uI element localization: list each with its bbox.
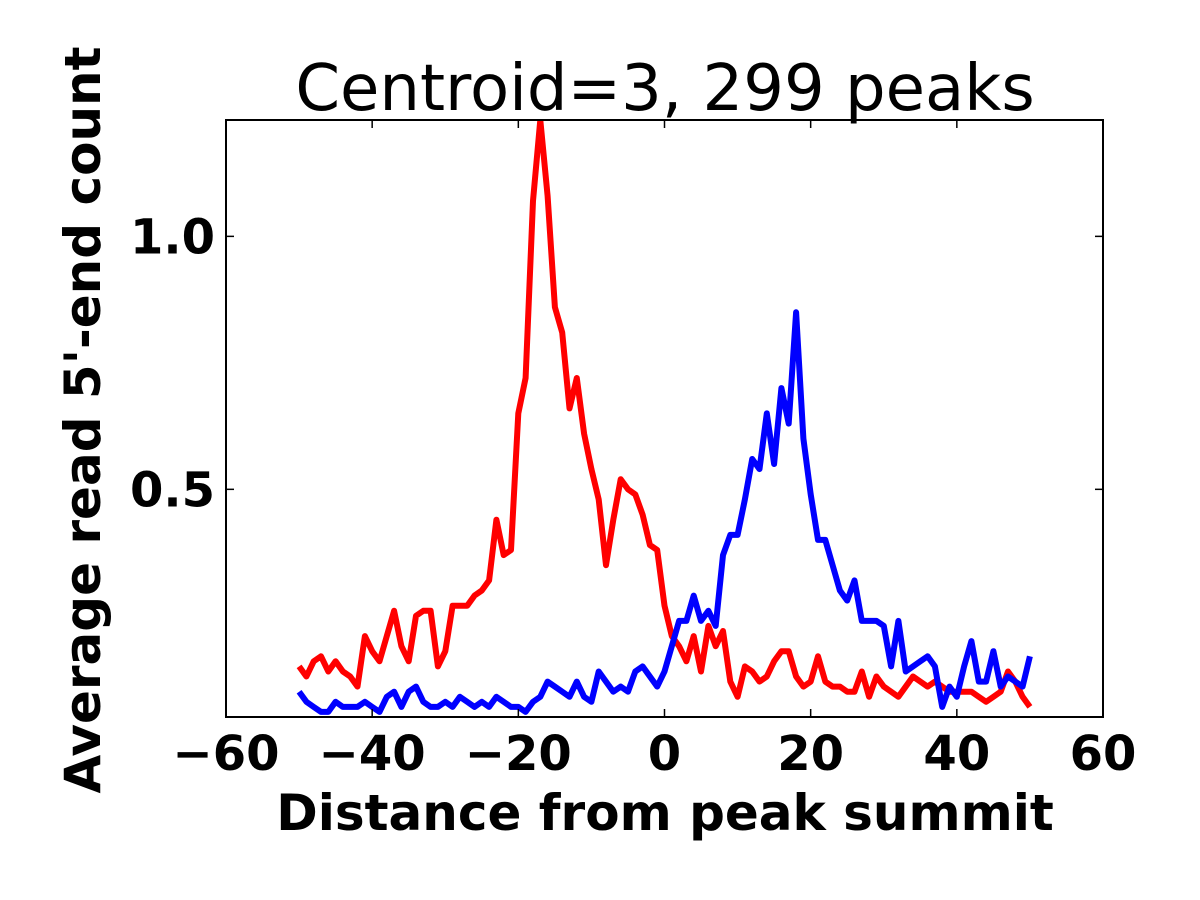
axis-ticks: −60 −40 −20 0 20 40 60 0.5 1.0 (130, 120, 1136, 782)
x-tick-label: −20 (465, 726, 572, 782)
y-tick-label: 1.0 (130, 209, 215, 265)
series-line-1 (296, 120, 1033, 709)
y-tick-label: 0.5 (130, 462, 215, 518)
x-tick-label: 20 (777, 726, 844, 782)
x-tick-label: 40 (923, 726, 990, 782)
x-axis-label: Distance from peak summit (276, 784, 1054, 842)
axes-frame (225, 119, 1104, 718)
y-axis-label: Average read 5'-end count (54, 46, 112, 793)
plot-area (296, 120, 1033, 715)
chart-title: Centroid=3, 299 peaks (295, 52, 1034, 126)
x-tick-label: 0 (648, 726, 681, 782)
x-tick-label: 60 (1070, 726, 1137, 782)
series-line-2 (296, 309, 1033, 715)
x-tick-label: −40 (319, 726, 426, 782)
x-tick-label: −60 (172, 726, 279, 782)
